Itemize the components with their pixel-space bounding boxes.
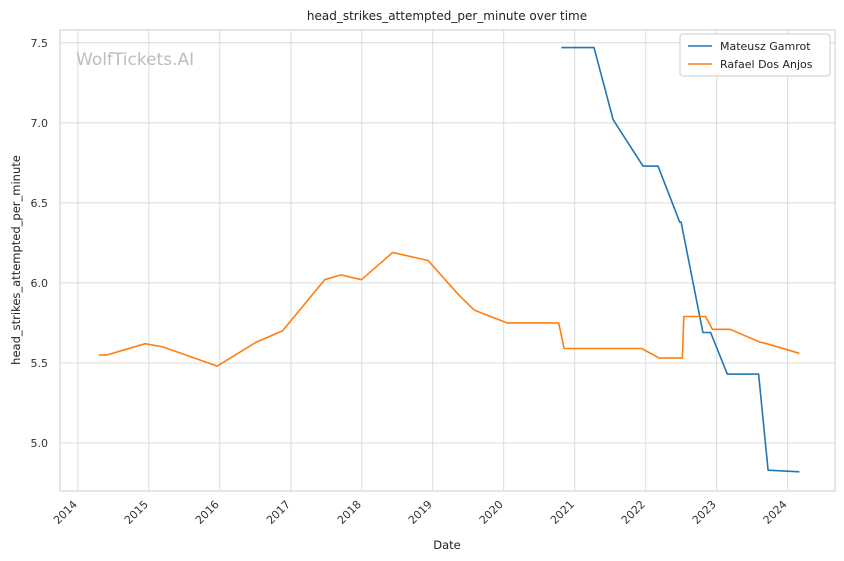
x-tick-label: 2024 bbox=[761, 498, 790, 527]
y-tick-label: 7.0 bbox=[31, 117, 49, 130]
x-tick-label: 2021 bbox=[548, 498, 577, 527]
y-axis-title: head_strikes_attempted_per_minute bbox=[9, 155, 23, 365]
x-tick-labels: 2014 2015 2016 2017 2018 2019 2020 2021 2022 2023… bbox=[51, 498, 790, 527]
watermark: WolfTickets.AI bbox=[76, 50, 194, 70]
legend-label-dos-anjos: Rafael Dos Anjos bbox=[720, 58, 813, 71]
series-lines bbox=[98, 46, 800, 473]
y-tick-label: 5.0 bbox=[31, 437, 49, 450]
x-tick-label: 2016 bbox=[193, 498, 222, 527]
legend: Mateusz Gamrot Rafael Dos Anjos bbox=[679, 33, 831, 77]
chart-title: head_strikes_attempted_per_minute over t… bbox=[307, 9, 587, 23]
x-tick-label: 2020 bbox=[477, 498, 506, 527]
legend-box bbox=[679, 33, 831, 77]
y-tick-label: 7.5 bbox=[31, 37, 49, 50]
x-axis-title: Date bbox=[433, 538, 461, 552]
y-tick-label: 5.5 bbox=[31, 357, 49, 370]
legend-label-gamrot: Mateusz Gamrot bbox=[720, 40, 811, 53]
x-tick-label: 2014 bbox=[51, 498, 80, 527]
x-tick-label: 2019 bbox=[406, 498, 435, 527]
y-tick-label: 6.0 bbox=[31, 277, 49, 290]
series-line-0 bbox=[561, 46, 800, 473]
plot-area bbox=[59, 29, 836, 492]
x-tick-label: 2017 bbox=[264, 498, 293, 527]
x-tick-label: 2022 bbox=[619, 498, 648, 527]
y-tick-labels: 5.0 5.5 6.0 6.5 7.0 7.5 bbox=[31, 37, 49, 450]
x-tick-label: 2023 bbox=[690, 498, 719, 527]
x-tick-label: 2018 bbox=[335, 498, 364, 527]
y-tick-label: 6.5 bbox=[31, 197, 49, 210]
series-line-1 bbox=[98, 251, 800, 367]
x-tick-label: 2015 bbox=[122, 498, 151, 527]
